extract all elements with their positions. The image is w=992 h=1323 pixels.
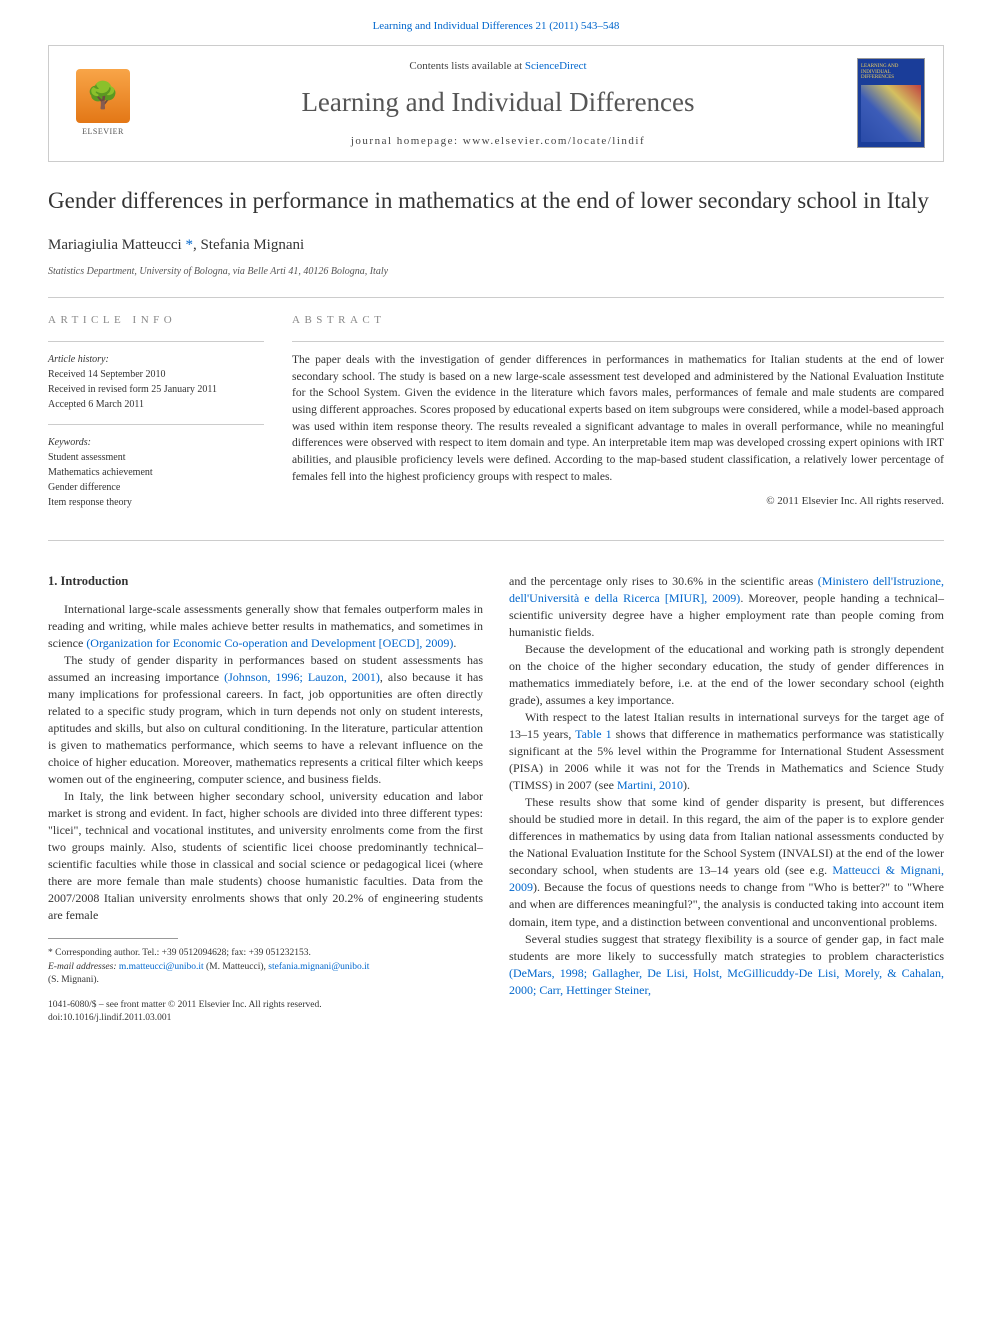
email-2-name: (S. Mignani).: [48, 975, 99, 985]
elsevier-logo: 🌳 ELSEVIER: [67, 63, 139, 143]
paragraph-1: International large-scale assessments ge…: [48, 601, 483, 652]
keywords-block: Keywords: Student assessment Mathematics…: [48, 435, 264, 510]
p2-end: , also because it has many implications …: [48, 670, 483, 786]
keyword-4: Item response theory: [48, 495, 264, 510]
keyword-2: Mathematics achievement: [48, 465, 264, 480]
paragraph-7: These results show that some kind of gen…: [509, 794, 944, 930]
citation-martini[interactable]: Martini, 2010: [617, 778, 683, 792]
cover-image: [861, 85, 921, 143]
contents-available: Contents lists available at ScienceDirec…: [153, 58, 843, 75]
corresponding-footnote: * Corresponding author. Tel.: +39 051209…: [48, 947, 483, 987]
journal-cover-thumb: LEARNING AND INDIVIDUAL DIFFERENCES: [857, 58, 925, 148]
intro-heading: 1. Introduction: [48, 573, 483, 591]
article-info-column: article info Article history: Received 1…: [48, 312, 264, 522]
citation-johnson[interactable]: (Johnson, 1996; Lauzon, 2001): [224, 670, 380, 684]
info-divider-2: [48, 424, 264, 425]
elsevier-label: ELSEVIER: [82, 126, 124, 138]
paragraph-6: With respect to the latest Italian resul…: [509, 709, 944, 794]
article-info-label: article info: [48, 312, 264, 329]
journal-header: 🌳 ELSEVIER Contents lists available at S…: [48, 45, 944, 163]
corresponding-marker[interactable]: *: [185, 237, 193, 253]
abstract-label: abstract: [292, 312, 944, 329]
p7-end: ). Because the focus of questions needs …: [509, 880, 944, 928]
cover-title-text: LEARNING AND INDIVIDUAL DIFFERENCES: [861, 64, 921, 81]
revised-date: Received in revised form 25 January 2011: [48, 382, 264, 397]
body-divider: [48, 540, 944, 541]
abstract-divider: [292, 341, 944, 342]
citation-oecd[interactable]: (Organization for Economic Co-operation …: [86, 636, 453, 650]
contents-prefix: Contents lists available at: [409, 60, 524, 72]
top-citation: Learning and Individual Differences 21 (…: [0, 0, 992, 45]
keyword-1: Student assessment: [48, 450, 264, 465]
paragraph-5: Because the development of the education…: [509, 641, 944, 709]
email-1-name: (M. Matteucci),: [204, 962, 269, 972]
keywords-title: Keywords:: [48, 435, 264, 450]
sciencedirect-link[interactable]: ScienceDirect: [525, 60, 587, 72]
table-1-ref[interactable]: Table 1: [575, 727, 611, 741]
divider: [48, 297, 944, 298]
citation-link[interactable]: Learning and Individual Differences 21 (…: [373, 20, 620, 32]
affiliation: Statistics Department, University of Bol…: [48, 264, 944, 279]
article-title: Gender differences in performance in mat…: [48, 186, 944, 216]
info-divider: [48, 341, 264, 342]
article-history: Article history: Received 14 September 2…: [48, 352, 264, 412]
received-date: Received 14 September 2010: [48, 367, 264, 382]
p1-end: .: [453, 636, 456, 650]
author-1: Mariagiulia Matteucci: [48, 237, 182, 253]
p6-end: ).: [683, 778, 690, 792]
email-2[interactable]: stefania.mignani@unibo.it: [268, 962, 369, 972]
header-center: Contents lists available at ScienceDirec…: [139, 58, 857, 150]
history-title: Article history:: [48, 352, 264, 367]
abstract-text: The paper deals with the investigation o…: [292, 352, 944, 485]
corr-author-line: * Corresponding author. Tel.: +39 051209…: [48, 947, 483, 960]
paragraph-4: and the percentage only rises to 30.6% i…: [509, 573, 944, 641]
p8-text: Several studies suggest that strategy fl…: [509, 932, 944, 963]
paragraph-2: The study of gender disparity in perform…: [48, 652, 483, 788]
authors: Mariagiulia Matteucci *, Stefania Mignan…: [48, 234, 944, 257]
body-text: 1. Introduction International large-scal…: [48, 573, 944, 1026]
abstract-column: abstract The paper deals with the invest…: [292, 312, 944, 522]
journal-homepage: journal homepage: www.elsevier.com/locat…: [153, 133, 843, 150]
author-2: Stefania Mignani: [200, 237, 304, 253]
footnote-divider: [48, 938, 178, 939]
p4-text: and the percentage only rises to 30.6% i…: [509, 574, 818, 588]
email-label: E-mail addresses:: [48, 962, 119, 972]
issn-line: 1041-6080/$ – see front matter © 2011 El…: [48, 999, 483, 1012]
paragraph-8: Several studies suggest that strategy fl…: [509, 931, 944, 999]
keyword-3: Gender difference: [48, 480, 264, 495]
email-line: E-mail addresses: m.matteucci@unibo.it (…: [48, 961, 483, 988]
elsevier-tree-icon: 🌳: [76, 69, 130, 123]
bottom-meta: 1041-6080/$ – see front matter © 2011 El…: [48, 999, 483, 1026]
paragraph-3: In Italy, the link between higher second…: [48, 788, 483, 924]
citation-demars[interactable]: (DeMars, 1998; Gallagher, De Lisi, Holst…: [509, 966, 944, 997]
journal-title: Learning and Individual Differences: [153, 82, 843, 123]
accepted-date: Accepted 6 March 2011: [48, 397, 264, 412]
email-1[interactable]: m.matteucci@unibo.it: [119, 962, 204, 972]
doi-line: doi:10.1016/j.lindif.2011.03.001: [48, 1012, 483, 1025]
abstract-copyright: © 2011 Elsevier Inc. All rights reserved…: [292, 493, 944, 510]
